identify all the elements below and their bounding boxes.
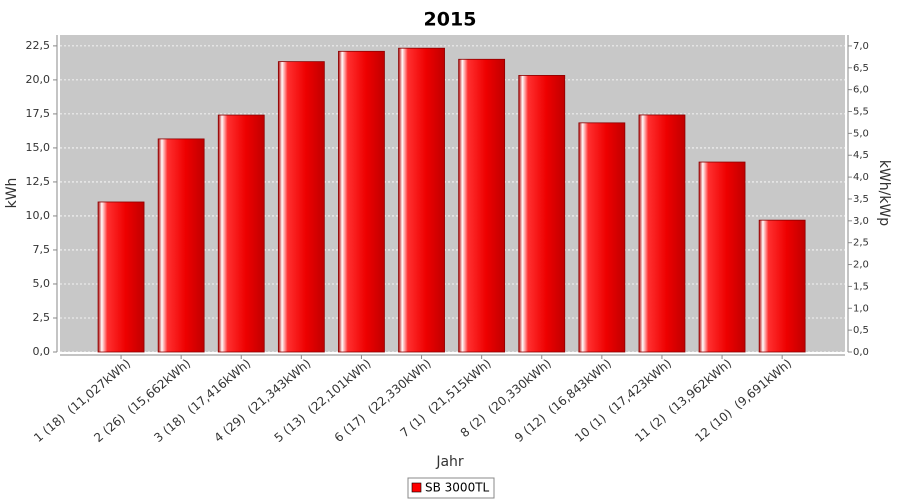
bar bbox=[638, 114, 686, 353]
bar bbox=[518, 75, 566, 353]
bar bbox=[157, 138, 205, 353]
x-tick-label: 12 (10) (9,691kWh) bbox=[692, 356, 794, 445]
bar bbox=[698, 161, 746, 353]
y2-tick-label: 3,5 bbox=[853, 194, 869, 205]
x-tick-label: 11 (2) (13,962kWh) bbox=[632, 356, 734, 445]
x-tick-label: 5 (13) (22,101kWh) bbox=[272, 356, 374, 445]
y-tick-label: 10,0 bbox=[26, 209, 51, 222]
bar bbox=[338, 50, 385, 353]
y2-tick-label: 3,0 bbox=[853, 216, 869, 227]
legend-swatch bbox=[411, 482, 422, 493]
x-axis-title: Jahr bbox=[435, 454, 464, 470]
y-tick-label: 7,5 bbox=[33, 243, 51, 256]
y2-tick-label: 2,0 bbox=[853, 260, 869, 271]
chart-title: 2015 bbox=[424, 9, 477, 31]
legend-label: SB 3000TL bbox=[425, 481, 490, 495]
y-tick-label: 20,0 bbox=[26, 73, 51, 86]
y-tick-label: 15,0 bbox=[26, 141, 51, 154]
x-tick-label: 6 (17) (22,330kWh) bbox=[332, 356, 434, 445]
x-tick-label: 3 (18) (17,416kWh) bbox=[151, 356, 253, 445]
y-tick-label: 22,5 bbox=[26, 39, 51, 52]
y-tick-label: 0,0 bbox=[33, 345, 51, 358]
y2-tick-label: 4,0 bbox=[853, 172, 869, 183]
bar bbox=[277, 61, 325, 353]
y2-tick-label: 5,0 bbox=[853, 128, 869, 139]
y2-tick-label: 1,0 bbox=[853, 303, 869, 314]
bar bbox=[758, 219, 806, 353]
bar bbox=[398, 47, 445, 353]
bar bbox=[578, 122, 626, 353]
y-tick-label: 12,5 bbox=[26, 175, 51, 188]
bar bbox=[97, 201, 145, 353]
x-tick-label: 4 (29) (21,343kWh) bbox=[211, 356, 313, 445]
y2-axis-title: kWh/kWp bbox=[876, 160, 892, 226]
y2-tick-label: 6,5 bbox=[853, 63, 869, 74]
bar bbox=[217, 114, 265, 353]
y2-tick-label: 0,5 bbox=[853, 325, 869, 336]
x-tick-label: 10 (1) (17,423kWh) bbox=[572, 356, 674, 445]
y2-tick-label: 6,0 bbox=[853, 85, 869, 96]
x-tick-label: 9 (12) (16,843kWh) bbox=[512, 356, 614, 445]
y2-tick-label: 4,5 bbox=[853, 150, 869, 161]
bar bbox=[458, 58, 506, 353]
y-tick-label: 2,5 bbox=[33, 311, 51, 324]
legend-box bbox=[407, 477, 495, 499]
y2-tick-label: 1,5 bbox=[853, 281, 869, 292]
y-tick-label: 5,0 bbox=[33, 277, 51, 290]
y2-tick-label: 5,5 bbox=[853, 107, 869, 118]
y-axis-title: kWh bbox=[4, 178, 20, 209]
x-tick-label: 1 (18) (11,027kWh) bbox=[31, 356, 133, 445]
y2-tick-label: 2,5 bbox=[853, 238, 869, 249]
y2-tick-label: 0,0 bbox=[853, 347, 869, 358]
y2-tick-label: 7,0 bbox=[853, 41, 869, 52]
y-tick-label: 17,5 bbox=[26, 107, 51, 120]
x-tick-label: 2 (26) (15,662kWh) bbox=[91, 356, 193, 445]
